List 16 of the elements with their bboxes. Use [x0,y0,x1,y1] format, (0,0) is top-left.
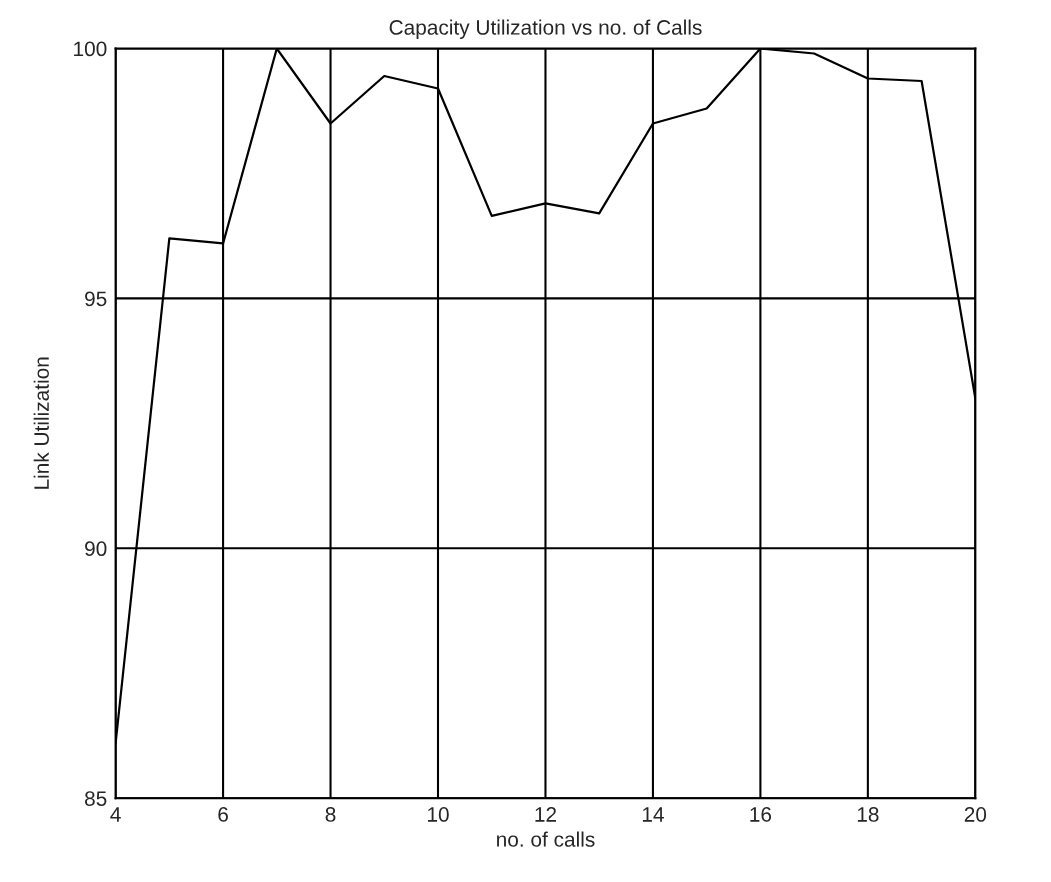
x-tick-label: 16 [750,807,772,822]
x-tick-label: 18 [857,807,879,822]
x-tick-label: 8 [325,807,336,822]
y-tick-label: 90 [85,541,107,557]
y-tick-label: 100 [74,41,107,57]
y-tick-label: 95 [85,291,107,307]
x-tick-label: 6 [218,807,228,822]
x-tick-label: 10 [428,807,449,822]
x-tick-label: 12 [535,807,557,822]
chart-title: Capacity Utilization vs no. of Calls [389,19,702,39]
x-tick-label: 4 [110,807,121,822]
x-tick-label: 20 [964,807,987,822]
x-axis-title: no. of calls [497,831,595,847]
y-tick-label: 85 [85,791,107,806]
y-axis-title: Link Utilization [33,357,49,489]
x-tick-label: 14 [642,807,664,822]
